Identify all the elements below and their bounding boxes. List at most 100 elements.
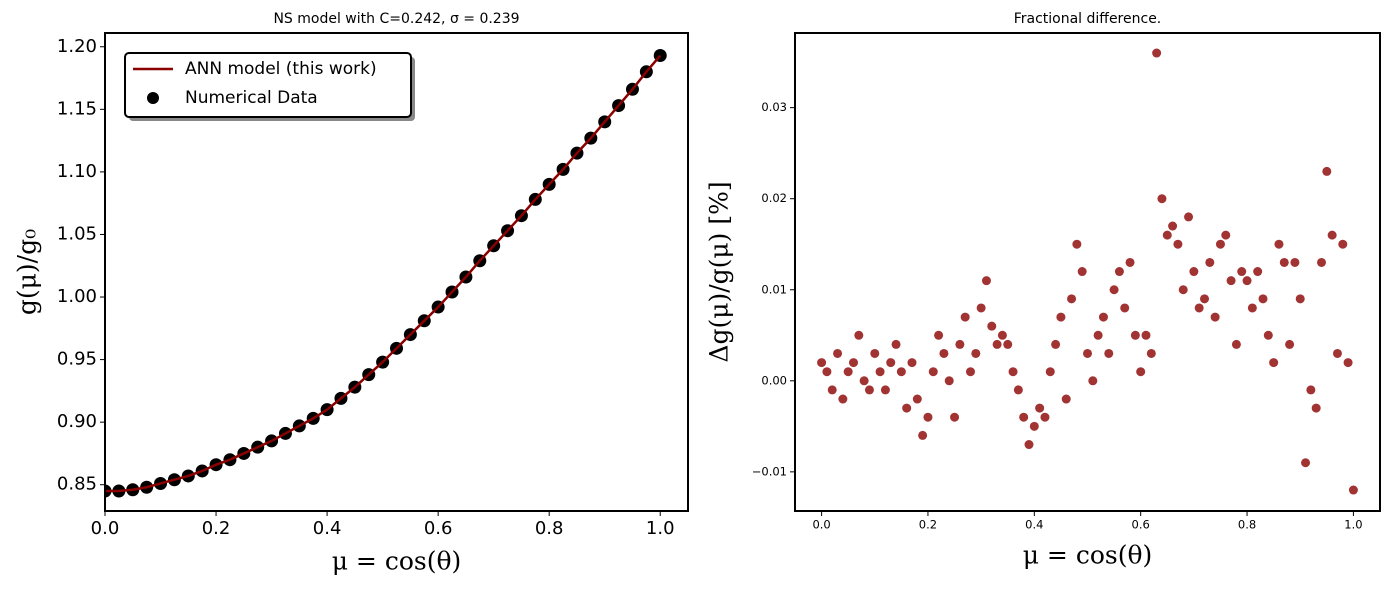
x-tick-label: 0.4 [313,518,342,539]
y-tick-label: 0.01 [761,282,787,296]
point [1152,48,1162,58]
point [1120,303,1130,313]
point [1231,339,1241,349]
point [934,330,944,340]
legend-label: ANN model (this work) [185,59,377,79]
x-tick-label: 0.8 [1238,518,1256,532]
point [1056,312,1066,322]
legend-frame [124,52,412,118]
y-tick-label: 1.05 [57,223,97,244]
point [950,412,960,422]
point [955,339,965,349]
axes-frame [794,32,1381,512]
point [1077,267,1087,277]
point [1019,412,1029,422]
plot-area [817,48,1358,495]
y-tick-label: 1.15 [57,98,97,119]
point [864,385,874,395]
point [896,367,906,377]
point [1168,221,1178,231]
point [1242,276,1252,286]
chart-title: NS model with C=0.242, σ = 0.239 [273,11,519,27]
point [1178,285,1188,295]
plot-area [105,49,667,498]
x-tick-label: 0.2 [202,518,231,539]
y-axis-label: Δg(μ)/g(μ) [%] [705,181,734,362]
chart-title: Fractional difference. [1014,11,1162,27]
point [1247,303,1257,313]
point [1061,394,1071,404]
point [1024,440,1034,450]
point [1327,230,1337,240]
y-axis-label: g(μ)/g₀ [13,229,42,315]
point [1200,294,1209,304]
point [1088,376,1098,386]
y-tick-label: 0.85 [57,474,97,495]
y-tick-label: 0.95 [57,349,97,370]
point [822,367,832,377]
x-tick-label: 0.6 [1132,518,1150,532]
point [1003,339,1013,349]
y-tick-label: 0.02 [761,191,787,205]
legend-swatch [147,92,159,104]
x-tick-label: 0.2 [919,518,937,532]
point [1338,239,1348,249]
point [1109,285,1119,295]
point [939,348,949,358]
point [891,339,901,349]
point [1083,348,1092,358]
point [912,394,922,404]
legend: ANN model (this work) Numerical Data [124,52,415,121]
x-tick-label: 0.0 [91,518,120,539]
point [1141,330,1151,340]
point [833,348,843,358]
point [1253,267,1263,277]
point [1189,267,1199,277]
point [1093,330,1103,340]
y-tick-label: 1.10 [57,161,97,182]
point [1008,367,1018,377]
point [981,276,991,286]
point [1067,294,1077,304]
point [827,385,837,395]
point [1343,358,1353,368]
point [838,394,848,404]
point [1301,458,1311,468]
point [859,376,869,386]
point [1205,257,1215,267]
x-tick-label: 0.4 [1025,518,1043,532]
point [1306,385,1316,395]
point [1215,239,1225,249]
point [854,330,864,340]
x-tick-label: 1.0 [646,518,675,539]
point [1290,257,1300,267]
point [1274,239,1284,249]
point [1157,194,1167,204]
point [1311,403,1321,413]
point [817,358,827,368]
point [1098,312,1108,322]
point [1072,239,1082,249]
point [1130,330,1140,340]
x-axis-label: μ = cos(θ) [332,547,462,576]
x-tick-label: 0.0 [812,518,830,532]
y-tick-label: −0.01 [752,464,787,478]
point [1317,257,1326,267]
point [1348,485,1358,495]
point [1040,412,1050,422]
point [1210,312,1220,322]
y-tick-label: 0.00 [761,373,787,387]
point [918,430,928,440]
x-tick-label: 0.6 [424,518,453,539]
point [928,367,938,377]
point [1237,267,1247,277]
point [1029,421,1039,431]
point [1332,348,1342,358]
point [1136,367,1146,377]
point [902,403,912,413]
subplot: 0.0 0.2 0.4 0.6 0.8 1.0 −0.01 0.00 0.01 0.02 0.03 F… [705,11,1381,570]
point [1184,212,1194,222]
y-tick-label: 1.00 [57,286,97,307]
y-tick-label: 1.20 [57,36,97,57]
